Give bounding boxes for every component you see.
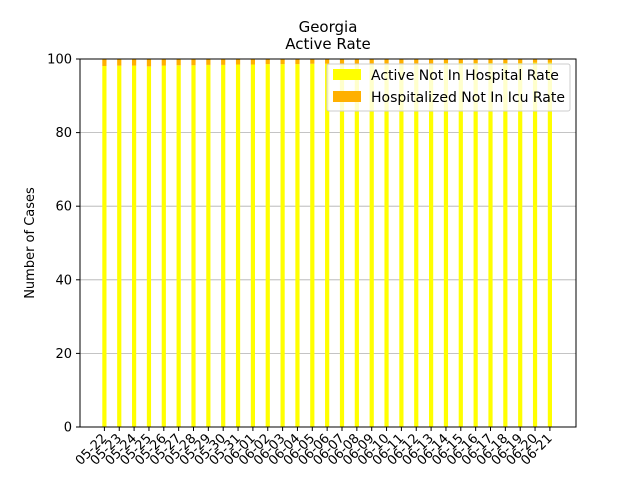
- bar-hospitalized-06-09: [369, 59, 374, 64]
- bar-hospitalized-06-16: [473, 59, 478, 64]
- bar-hospitalized-05-24: [132, 59, 137, 66]
- bar-hospitalized-06-05: [310, 59, 315, 64]
- bar-hospitalized-06-02: [265, 59, 270, 65]
- y-tick-label: 0: [64, 421, 72, 436]
- bar-hospitalized-05-25: [146, 59, 152, 67]
- bars: [102, 59, 552, 428]
- legend-box: [326, 63, 571, 112]
- bar-hospitalized-06-18: [503, 59, 508, 64]
- bar-hospitalized-06-14: [443, 59, 449, 64]
- bar-active-05-26: [161, 65, 166, 428]
- bar-active-06-05: [310, 63, 315, 428]
- legend-swatch-hospitalized: [333, 91, 361, 102]
- bar-hospitalized-06-06: [325, 59, 330, 64]
- bar-active-06-03: [280, 64, 285, 427]
- bar-hospitalized-05-22: [102, 59, 107, 66]
- bar-active-06-14: [443, 63, 449, 427]
- bar-active-06-17: [488, 63, 493, 427]
- bar-hospitalized-06-11: [399, 59, 404, 64]
- y-tick-label: 20: [55, 347, 72, 362]
- legend-swatch-active: [333, 69, 361, 80]
- bar-active-05-23: [117, 65, 122, 428]
- bar-active-06-06: [325, 63, 330, 428]
- plot-frame: [79, 58, 577, 428]
- bar-hospitalized-06-19: [518, 59, 523, 64]
- bar-hospitalized-05-29: [206, 59, 211, 65]
- bar-active-06-01: [250, 64, 255, 428]
- bar-hospitalized-06-03: [280, 59, 285, 65]
- y-tick-label: 100: [47, 53, 72, 68]
- bar-hospitalized-05-31: [235, 59, 241, 65]
- y-axis-label: Number of Cases: [23, 187, 38, 299]
- bar-active-06-19: [518, 63, 523, 427]
- chart-title: Georgia: [299, 18, 358, 36]
- bar-hospitalized-06-20: [532, 59, 538, 63]
- bar-active-05-25: [146, 66, 152, 428]
- bar-active-06-21: [547, 62, 552, 428]
- bar-active-05-30: [221, 64, 226, 427]
- bar-active-06-11: [399, 63, 404, 427]
- bar-hospitalized-06-08: [354, 59, 359, 64]
- bar-active-06-13: [429, 63, 434, 427]
- bar-hospitalized-06-10: [384, 59, 389, 64]
- bar-hospitalized-06-12: [414, 59, 419, 64]
- bar-hospitalized-06-04: [295, 59, 300, 65]
- bar-hospitalized-06-21: [547, 59, 552, 63]
- bar-active-06-08: [354, 63, 359, 428]
- bar-hospitalized-06-13: [429, 59, 434, 64]
- bar-active-06-07: [339, 63, 345, 428]
- bar-hospitalized-06-01: [250, 59, 255, 65]
- bar-active-05-22: [102, 65, 107, 427]
- bar-hospitalized-06-17: [488, 59, 493, 64]
- bar-hospitalized-06-15: [458, 59, 463, 64]
- bar-hospitalized-05-27: [176, 59, 181, 66]
- bar-hospitalized-05-23: [117, 59, 122, 66]
- bar-active-06-16: [473, 63, 478, 427]
- bar-active-05-29: [206, 64, 211, 427]
- bar-active-05-27: [176, 65, 181, 428]
- legend: Active Not In Hospital Rate Hospitalized…: [326, 63, 571, 112]
- bar-active-05-28: [191, 65, 196, 428]
- bar-active-05-31: [235, 64, 241, 428]
- y-tick-label: 40: [55, 273, 72, 288]
- y-tick-label: 60: [55, 200, 72, 215]
- y-axis: 0 20 40 60 80 100: [47, 53, 80, 436]
- bar-active-05-24: [132, 65, 137, 428]
- bar-active-06-18: [503, 63, 508, 427]
- bar-active-06-20: [532, 62, 538, 428]
- bar-active-06-09: [369, 63, 374, 427]
- bar-hospitalized-05-30: [221, 59, 226, 65]
- bar-active-06-04: [295, 64, 300, 427]
- bar-active-06-10: [384, 63, 389, 427]
- bar-active-06-12: [414, 63, 419, 427]
- chart-subtitle: Active Rate: [285, 35, 371, 53]
- x-axis: 05-2205-2305-2405-2505-2605-2705-2805-29…: [73, 427, 556, 469]
- bar-hospitalized-05-26: [161, 59, 166, 66]
- bar-hospitalized-06-07: [339, 59, 345, 64]
- bar-active-06-02: [265, 64, 270, 427]
- legend-label-hospitalized: Hospitalized Not In Icu Rate: [371, 90, 565, 106]
- legend-label-active: Active Not In Hospital Rate: [371, 68, 559, 84]
- y-tick-label: 80: [55, 126, 72, 141]
- bar-active-06-15: [458, 63, 463, 427]
- bar-hospitalized-05-28: [191, 59, 196, 66]
